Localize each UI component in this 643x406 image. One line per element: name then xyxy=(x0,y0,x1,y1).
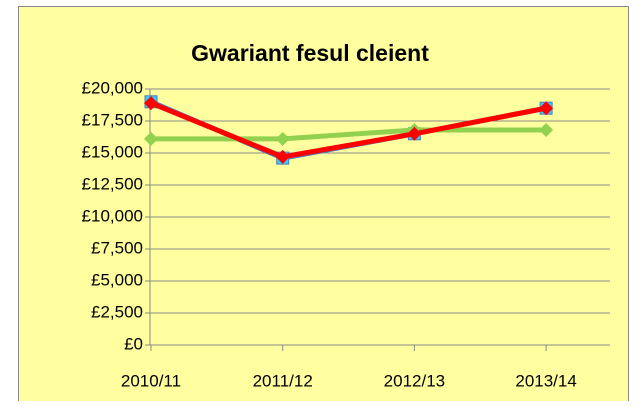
marker xyxy=(407,126,422,141)
x-tick-label: 2012/13 xyxy=(384,371,445,390)
marker xyxy=(275,149,290,164)
y-tick-label: £7,500 xyxy=(91,238,143,257)
series-line xyxy=(150,100,547,160)
chart-title: Gwariant fesul cleient xyxy=(191,40,429,66)
marker xyxy=(144,131,158,146)
marker xyxy=(539,122,554,137)
marker xyxy=(539,101,554,116)
marker xyxy=(144,96,158,111)
x-tick-label: 2013/14 xyxy=(515,371,576,390)
y-tick-label: £17,500 xyxy=(82,110,143,129)
y-tick-label: £20,000 xyxy=(82,78,143,97)
x-tick-label: 2010/11 xyxy=(121,371,181,390)
y-tick-label: £15,000 xyxy=(82,142,143,161)
y-tick-label: £10,000 xyxy=(82,206,143,225)
x-tick-label: 2011/12 xyxy=(253,371,313,390)
y-tick-label: £2,500 xyxy=(91,302,143,321)
chart-background xyxy=(18,6,629,406)
series-line xyxy=(151,127,547,142)
marker xyxy=(275,131,290,146)
y-tick-label: £12,500 xyxy=(82,174,143,193)
y-tick-label: £0 xyxy=(124,334,143,353)
y-tick-label: £5,000 xyxy=(91,270,143,289)
